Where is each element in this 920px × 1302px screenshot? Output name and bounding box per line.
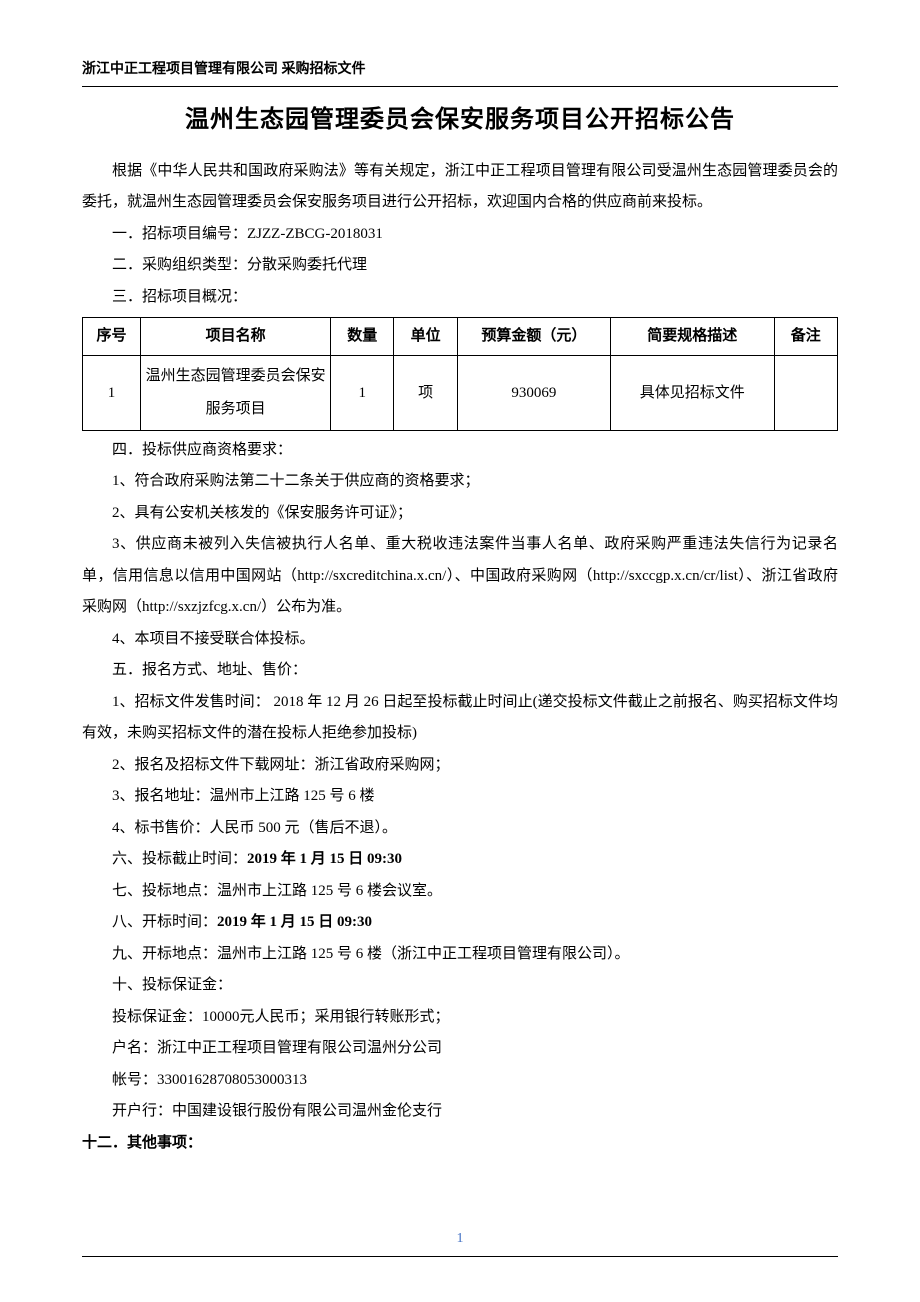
th-seq: 序号 — [83, 318, 141, 356]
section-10-4: 开户行：中国建设银行股份有限公司温州金伦支行 — [82, 1096, 838, 1128]
section-9: 九、开标地点：温州市上江路 125 号 6 楼（浙江中正工程项目管理有限公司）。 — [82, 939, 838, 971]
td-note — [774, 355, 837, 430]
section-5-3: 3、报名地址：温州市上江路 125 号 6 楼 — [82, 781, 838, 813]
table-header-row: 序号 项目名称 数量 单位 预算金额（元） 简要规格描述 备注 — [83, 318, 838, 356]
td-spec: 具体见招标文件 — [610, 355, 774, 430]
section-5: 五．报名方式、地址、售价： — [82, 655, 838, 687]
td-unit: 项 — [394, 355, 457, 430]
th-qty: 数量 — [331, 318, 394, 356]
page-footer: 1 — [82, 1223, 838, 1258]
footer-divider — [82, 1256, 838, 1257]
page-number: 1 — [457, 1231, 464, 1246]
th-budget: 预算金额（元） — [457, 318, 610, 356]
th-note: 备注 — [774, 318, 837, 356]
section-4-4: 4、本项目不接受联合体投标。 — [82, 624, 838, 656]
document-title: 温州生态园管理委员会保安服务项目公开招标公告 — [82, 95, 838, 145]
section-7: 七、投标地点：温州市上江路 125 号 6 楼会议室。 — [82, 876, 838, 908]
td-seq: 1 — [83, 355, 141, 430]
section-2: 二．采购组织类型：分散采购委托代理 — [82, 250, 838, 282]
section-10-3: 帐号：33001628708053000313 — [82, 1065, 838, 1097]
th-spec: 简要规格描述 — [610, 318, 774, 356]
th-unit: 单位 — [394, 318, 457, 356]
section-8-value: 2019 年 1 月 15 日 09:30 — [217, 914, 372, 930]
th-name: 项目名称 — [141, 318, 331, 356]
project-overview-table: 序号 项目名称 数量 单位 预算金额（元） 简要规格描述 备注 1 温州生态园管… — [82, 317, 838, 431]
section-6: 六、投标截止时间：2019 年 1 月 15 日 09:30 — [82, 844, 838, 876]
section-4: 四．投标供应商资格要求： — [82, 435, 838, 467]
td-name: 温州生态园管理委员会保安服务项目 — [141, 355, 331, 430]
section-10-1: 投标保证金：10000元人民币；采用银行转账形式； — [82, 1002, 838, 1034]
document-header: 浙江中正工程项目管理有限公司 采购招标文件 — [82, 55, 838, 87]
intro-paragraph: 根据《中华人民共和国政府采购法》等有关规定，浙江中正工程项目管理有限公司受温州生… — [82, 156, 838, 219]
section-10: 十、投标保证金： — [82, 970, 838, 1002]
section-10-2: 户名：浙江中正工程项目管理有限公司温州分公司 — [82, 1033, 838, 1065]
td-qty: 1 — [331, 355, 394, 430]
section-8-label: 八、开标时间： — [112, 914, 217, 930]
td-budget: 930069 — [457, 355, 610, 430]
section-8: 八、开标时间：2019 年 1 月 15 日 09:30 — [82, 907, 838, 939]
section-12: 十二．其他事项： — [82, 1128, 838, 1160]
section-4-1: 1、符合政府采购法第二十二条关于供应商的资格要求； — [82, 466, 838, 498]
table-row: 1 温州生态园管理委员会保安服务项目 1 项 930069 具体见招标文件 — [83, 355, 838, 430]
section-3: 三．招标项目概况： — [82, 282, 838, 314]
section-4-3: 3、供应商未被列入失信被执行人名单、重大税收违法案件当事人名单、政府采购严重违法… — [82, 529, 838, 624]
section-5-2: 2、报名及招标文件下载网址：浙江省政府采购网； — [82, 750, 838, 782]
section-5-4: 4、标书售价：人民币 500 元（售后不退）。 — [82, 813, 838, 845]
section-5-1: 1、招标文件发售时间： 2018 年 12 月 26 日起至投标截止时间止(递交… — [82, 687, 838, 750]
section-4-2: 2、具有公安机关核发的《保安服务许可证》； — [82, 498, 838, 530]
section-6-label: 六、投标截止时间： — [112, 851, 247, 867]
section-1: 一．招标项目编号：ZJZZ-ZBCG-2018031 — [82, 219, 838, 251]
section-6-value: 2019 年 1 月 15 日 09:30 — [247, 851, 402, 867]
